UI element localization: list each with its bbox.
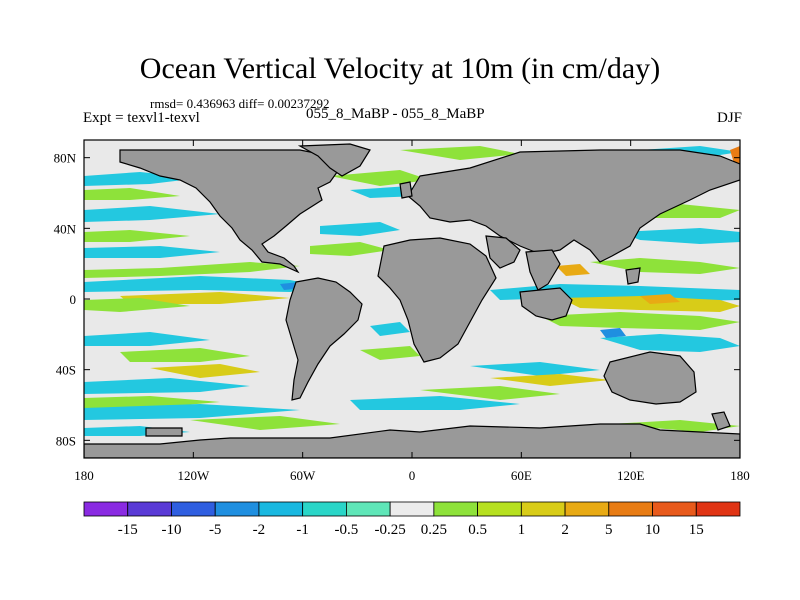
field-band	[84, 206, 220, 222]
x-tick-label: 180	[74, 468, 94, 483]
y-tick-label: 80S	[56, 433, 76, 448]
colorbar-swatch	[608, 501, 653, 517]
colorbar-swatch	[258, 501, 304, 517]
field-band	[600, 328, 626, 338]
colorbar-label: 0.25	[421, 522, 447, 538]
colorbar-swatch	[302, 501, 347, 517]
land-japan	[625, 267, 641, 285]
land-eurasia	[407, 149, 740, 263]
field-band	[84, 378, 250, 394]
land-india	[525, 249, 561, 291]
colorbar-swatch	[171, 501, 216, 517]
colorbar-label: -0.25	[375, 522, 406, 538]
field-band	[84, 332, 210, 346]
y-tick-label: 40N	[54, 221, 77, 236]
colorbar-swatch	[477, 501, 522, 517]
land-uk	[399, 181, 413, 199]
figure-title: Ocean Vertical Velocity at 10m (in cm/da…	[139, 52, 661, 85]
field-band	[150, 364, 260, 378]
colorbar-label: 5	[605, 522, 613, 538]
field-band	[84, 262, 300, 278]
colorbar-swatch	[83, 501, 129, 517]
field-band	[84, 276, 320, 292]
field-band	[360, 346, 420, 360]
colorbar-label: 1	[518, 522, 526, 538]
land-new-zealand	[711, 411, 731, 431]
colorbar-label: 10	[645, 522, 660, 538]
field-band	[590, 258, 740, 274]
axis-ticks: 180 120W 60W 0 60E 120E 180 80N 40N 0 40S 80S	[54, 140, 750, 483]
x-tick-label: 60E	[511, 468, 532, 483]
colorbar-label: 0.5	[468, 522, 487, 538]
season-label: DJF	[716, 110, 742, 126]
colorbar-swatch	[695, 501, 741, 517]
field-band	[556, 264, 590, 276]
colorbar-swatch	[214, 501, 260, 517]
land-south-america	[285, 277, 363, 401]
colorbar-swatch	[652, 501, 697, 517]
field-layer	[84, 146, 740, 436]
field-band	[470, 362, 600, 376]
colorbar-swatch	[433, 501, 479, 517]
x-tick-label: 120E	[617, 468, 645, 483]
land-greenland	[297, 143, 371, 177]
field-band	[400, 146, 520, 160]
land-north-america	[119, 149, 341, 274]
field-band	[490, 374, 610, 386]
colorbar-swatch	[127, 501, 172, 517]
colorbar: -15 -10 -5 -2 -1 -0.5 -0.25 0.25 0.5 1 2 5 10 15	[83, 501, 741, 538]
field-band	[310, 242, 390, 256]
field-band	[620, 228, 740, 244]
x-tick-label: 0	[409, 468, 416, 483]
field-band	[84, 298, 190, 312]
field-band	[420, 386, 560, 400]
field-band	[84, 230, 190, 242]
colorbar-label: 15	[689, 522, 704, 538]
experiment-label: Expt = texvl1-texvl	[83, 110, 200, 126]
colorbar-label: -10	[161, 522, 181, 538]
colorbar-label: 2	[561, 522, 569, 538]
colorbar-swatch	[345, 501, 391, 517]
y-tick-label: 0	[70, 292, 77, 307]
stats-label: rmsd= 0.436963 diff= 0.00237292	[150, 96, 330, 111]
field-band	[600, 334, 740, 352]
field-band	[120, 348, 250, 362]
land-seasia	[519, 287, 573, 321]
colorbar-label: -15	[118, 522, 138, 538]
field-band	[84, 404, 300, 420]
colorbar-swatch	[520, 501, 566, 517]
land-layer	[84, 143, 740, 458]
land-arabia	[485, 235, 521, 269]
field-band	[370, 322, 410, 336]
field-band	[84, 188, 180, 200]
colorbar-label: -0.5	[335, 522, 359, 538]
field-band	[330, 170, 430, 186]
x-tick-label: 180	[730, 468, 750, 483]
colorbar-swatch	[564, 501, 610, 517]
colorbar-swatch	[389, 501, 435, 517]
x-tick-label: 120W	[177, 468, 210, 483]
field-band	[190, 416, 340, 430]
y-tick-label: 80N	[54, 151, 77, 166]
field-band	[610, 420, 740, 432]
land-antarctic-island	[145, 427, 183, 437]
land-africa	[377, 237, 497, 363]
case-label: 055_8_MaBP - 055_8_MaBP	[306, 106, 485, 122]
field-band	[350, 396, 520, 410]
field-band	[120, 292, 290, 304]
field-band	[84, 246, 220, 258]
colorbar-label: -5	[209, 522, 222, 538]
land-australia	[603, 351, 697, 405]
field-band	[540, 312, 740, 330]
field-band	[84, 396, 220, 408]
colorbar-label: -2	[253, 522, 266, 538]
y-tick-label: 40S	[56, 363, 76, 378]
colorbar-label: -1	[296, 522, 309, 538]
x-tick-label: 60W	[290, 468, 316, 483]
field-band	[640, 294, 680, 304]
field-band	[320, 222, 400, 236]
land-antarctica	[84, 423, 740, 458]
